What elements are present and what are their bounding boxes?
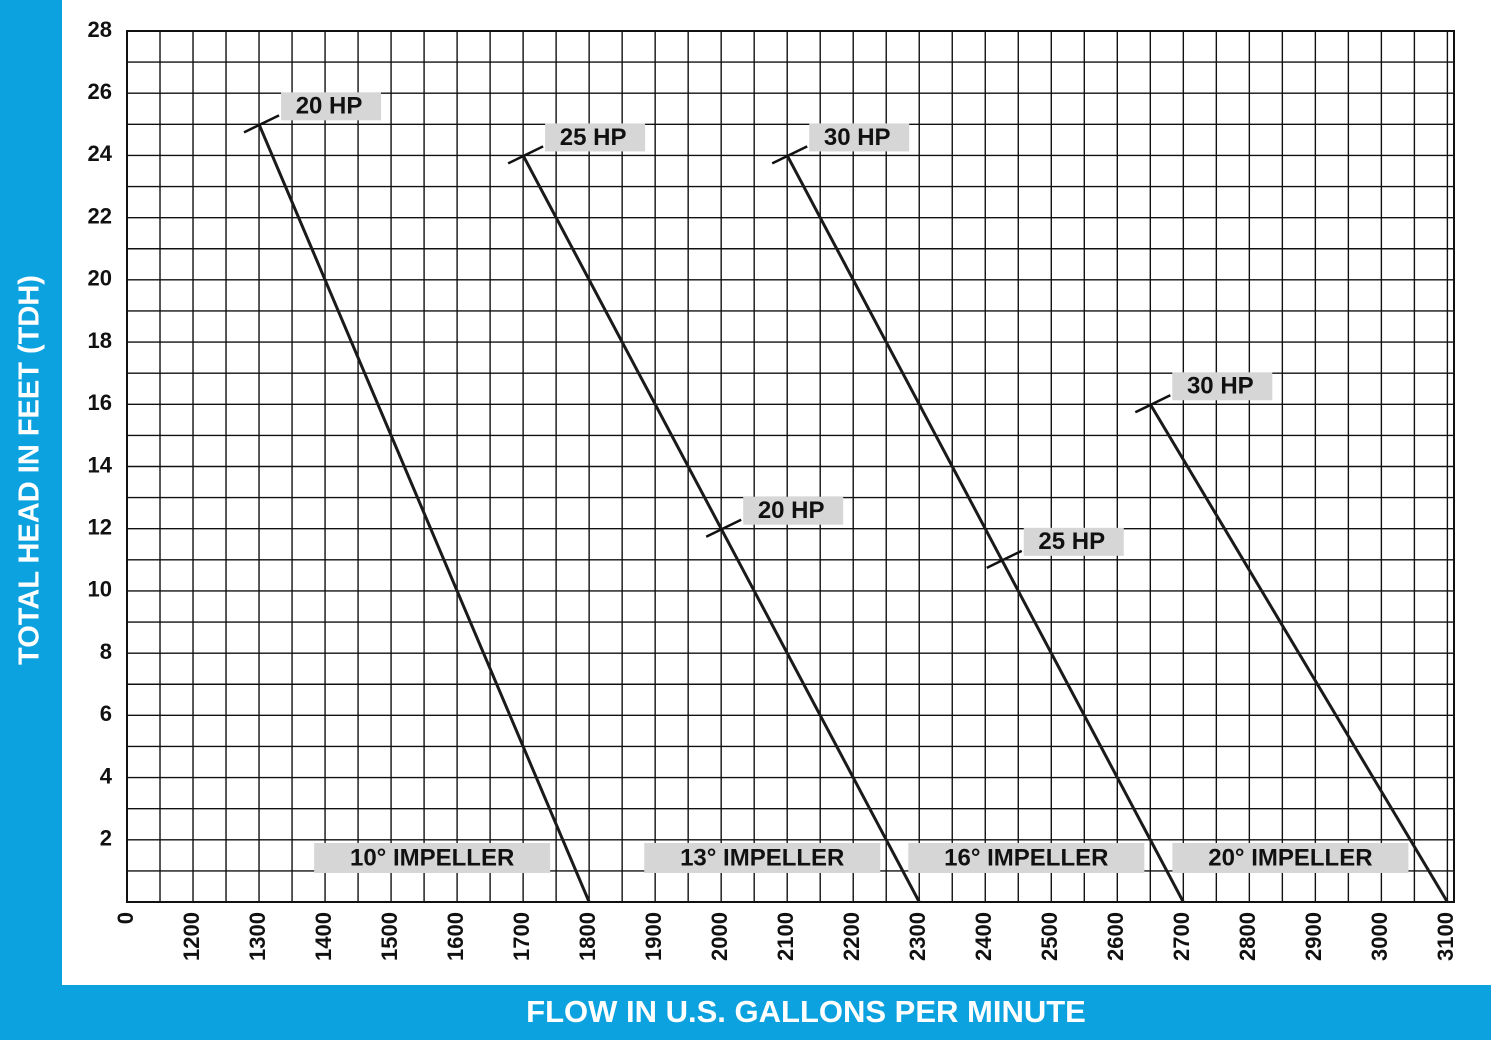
y-band [0, 0, 62, 1040]
hp-label: 25 HP [560, 124, 627, 151]
hp-label: 30 HP [1187, 373, 1254, 400]
hp-label: 20 HP [296, 93, 363, 120]
legend-box [314, 843, 551, 873]
hp-marker [243, 114, 280, 134]
plot-frame [126, 30, 1455, 903]
x-tick-label: 1600 [443, 912, 468, 961]
x-tick-label: 3000 [1367, 912, 1392, 961]
hp-marker [705, 518, 742, 538]
x-tick-label: 1800 [575, 912, 600, 961]
legend-box [908, 843, 1145, 873]
hp-label: 30 HP [824, 124, 891, 151]
x-tick-label: 2600 [1103, 912, 1128, 961]
y-tick-label: 2 [100, 826, 112, 851]
y-tick-label: 18 [88, 328, 112, 353]
legend-label: 20° IMPELLER [1208, 844, 1372, 871]
y-tick-label: 6 [100, 701, 112, 726]
x-tick-label: 1300 [245, 912, 270, 961]
x-axis-label: FLOW IN U.S. GALLONS PER MINUTE [526, 994, 1086, 1029]
legend-box [1172, 843, 1409, 873]
x-tick-label: 1900 [641, 912, 666, 961]
y-tick-label: 8 [100, 639, 112, 664]
hp-marker [1134, 394, 1171, 414]
hp-label: 20 HP [758, 497, 825, 524]
x-tick-label: 2100 [773, 912, 798, 961]
hp-marker [986, 549, 1023, 569]
x-tick-label: 1700 [509, 912, 534, 961]
hp-box [545, 123, 646, 152]
hp-box [809, 123, 910, 152]
x-tick-label: 2200 [839, 912, 864, 961]
y-tick-label: 14 [88, 452, 113, 477]
hp-box [1172, 372, 1273, 401]
y-tick-label: 20 [88, 266, 112, 291]
x-tick-label: 1400 [311, 912, 336, 961]
x-tick-label: 2700 [1169, 912, 1194, 961]
y-tick-label: 16 [88, 390, 112, 415]
x-tick-label: 2400 [971, 912, 996, 961]
x-tick-label: 2800 [1235, 912, 1260, 961]
x-tick-label: 2300 [905, 912, 930, 961]
hp-box [281, 92, 382, 121]
x-tick-label: 0 [113, 912, 138, 924]
y-tick-label: 28 [88, 17, 112, 42]
x-band [0, 985, 1491, 1040]
x-tick-label: 2000 [707, 912, 732, 961]
y-tick-label: 4 [100, 763, 113, 788]
legend-label: 16° IMPELLER [944, 844, 1108, 871]
x-tick-label: 3100 [1433, 912, 1458, 961]
y-tick-label: 22 [88, 203, 112, 228]
impeller-line [1149, 403, 1449, 903]
x-tick-label: 1500 [377, 912, 402, 961]
y-axis-label: TOTAL HEAD IN FEET (TDH) [14, 275, 46, 665]
impeller-line [257, 123, 591, 903]
hp-box [743, 496, 844, 525]
impeller-line [785, 154, 1185, 903]
hp-box [1023, 527, 1124, 556]
y-tick-label: 12 [88, 515, 112, 540]
x-tick-label: 2900 [1301, 912, 1326, 961]
y-tick-label: 10 [88, 577, 112, 602]
legend-box [644, 843, 881, 873]
hp-label: 25 HP [1038, 528, 1105, 555]
legend-label: 13° IMPELLER [680, 844, 844, 871]
y-tick-label: 26 [88, 79, 112, 104]
x-tick-label: 2500 [1037, 912, 1062, 961]
hp-marker [771, 145, 808, 165]
hp-marker [507, 145, 544, 165]
x-tick-label: 1200 [179, 912, 204, 961]
legend-label: 10° IMPELLER [350, 844, 514, 871]
y-tick-label: 24 [88, 141, 113, 166]
